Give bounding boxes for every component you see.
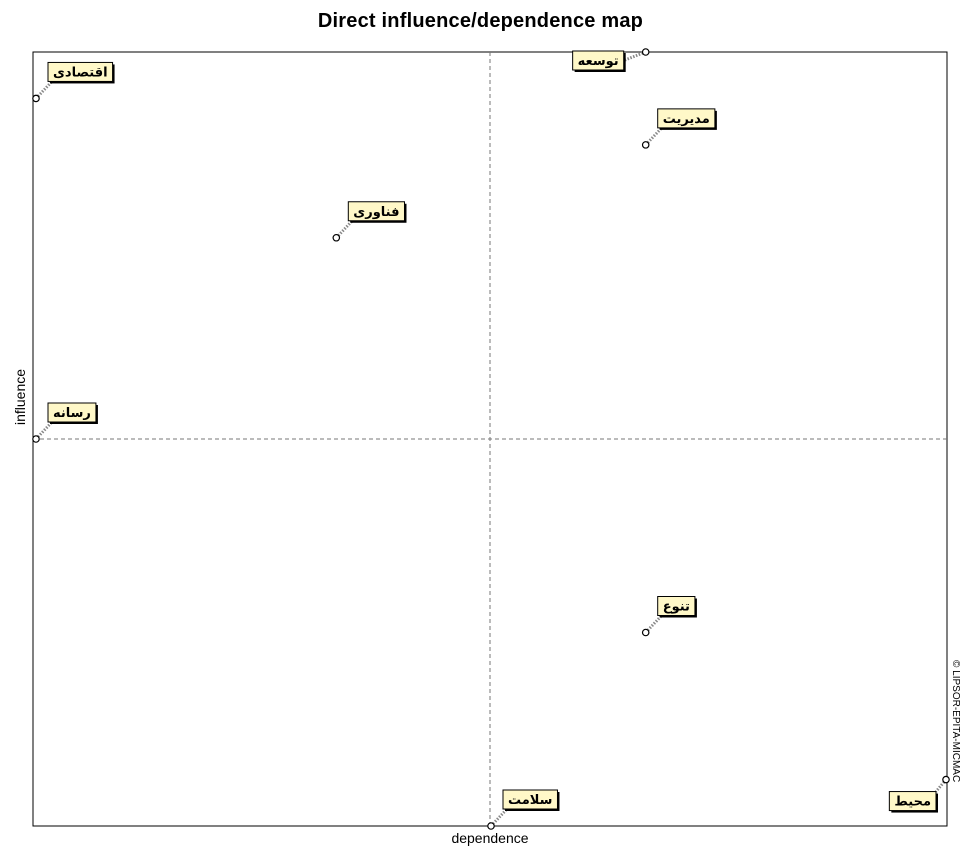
point-marker <box>487 822 495 830</box>
point-marker <box>332 233 341 242</box>
point-label: مدیریت <box>663 112 710 127</box>
point-label: تنوع <box>663 600 690 615</box>
point-label-box <box>347 201 405 222</box>
point-label-box <box>657 108 716 129</box>
y-axis-label: influence <box>12 369 28 425</box>
point-label: رسانه <box>53 406 91 421</box>
point-leader-line <box>623 50 647 62</box>
point-leader-line <box>489 807 509 828</box>
data-point: فناوری <box>332 201 407 242</box>
data-point: سلامت <box>487 789 560 830</box>
data-point: اقتصادی <box>32 61 115 103</box>
point-marker <box>32 435 40 443</box>
point-label-box <box>47 402 97 423</box>
data-point: رسانه <box>32 402 98 443</box>
data-point: توسعه <box>572 48 650 72</box>
point-marker <box>32 94 40 103</box>
point-label-box <box>47 61 114 82</box>
point-leader-line <box>644 614 663 634</box>
point-label-box <box>657 596 696 616</box>
point-leader-line <box>34 80 54 100</box>
point-label: توسعه <box>578 54 619 69</box>
x-axis-label: dependence <box>451 830 528 846</box>
point-leader-line <box>34 420 54 441</box>
point-label: سلامت <box>508 793 552 808</box>
point-label: اقتصادی <box>53 65 108 80</box>
point-leader-line <box>934 778 948 793</box>
point-leader-line <box>335 219 354 239</box>
data-points: اقتصادی توسعه مدیریت فناوری رسانه تنوع سلامت مح… <box>32 48 950 830</box>
copyright-notice: © LIPSOR-EPITA-MICMAC <box>950 660 961 782</box>
point-label: محیط <box>894 795 931 810</box>
point-label-box <box>572 50 625 71</box>
point-marker <box>641 141 650 149</box>
point-label-box <box>502 789 558 810</box>
point-label: فناوری <box>353 205 399 220</box>
point-marker <box>641 628 650 637</box>
point-marker <box>641 48 650 56</box>
point-marker <box>942 775 950 784</box>
point-label-box <box>888 791 937 812</box>
point-leader-line <box>644 126 663 146</box>
data-point: محیط <box>888 775 950 813</box>
data-point: تنوع <box>641 596 697 637</box>
data-point: مدیریت <box>641 108 717 149</box>
chart-title: Direct influence/dependence map <box>317 10 644 32</box>
